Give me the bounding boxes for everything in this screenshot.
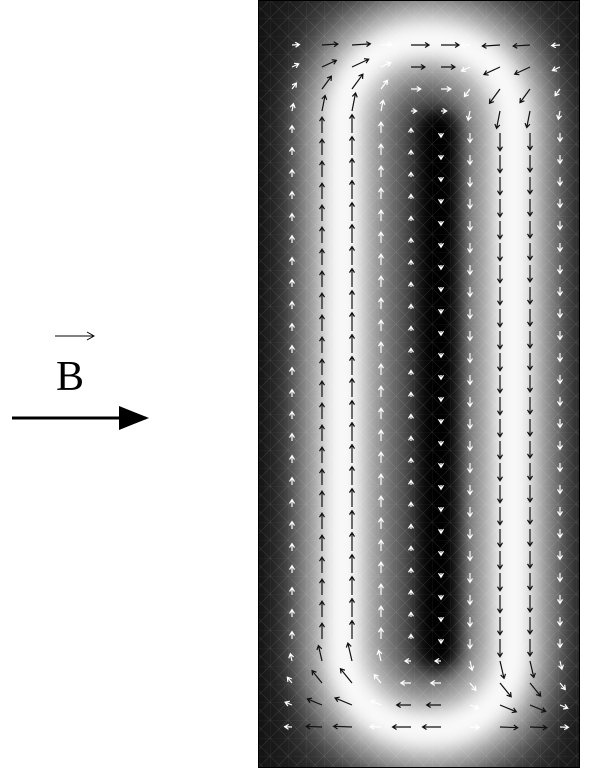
figure: B xyxy=(0,0,590,768)
field-plot xyxy=(258,0,580,768)
field-label: B xyxy=(56,354,84,400)
page: B (() => { const data = JSON.parse(docum… xyxy=(0,0,590,768)
